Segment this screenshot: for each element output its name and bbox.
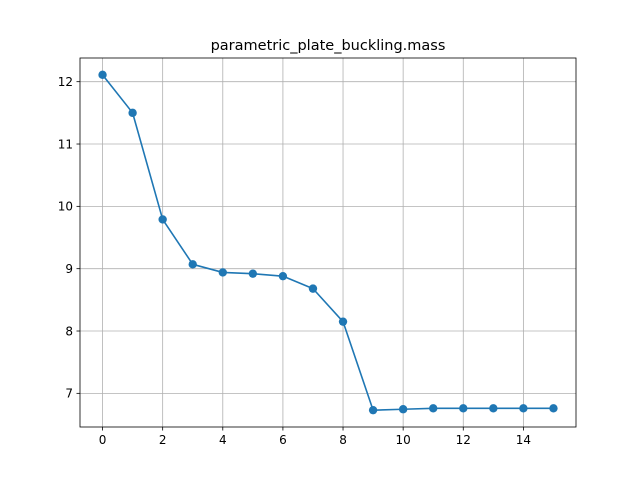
data-point — [158, 215, 167, 224]
chart-title: parametric_plate_buckling.mass — [211, 38, 446, 54]
y-tick-label: 10 — [58, 200, 73, 214]
y-tick-label: 9 — [65, 262, 73, 276]
x-tick-label: 14 — [516, 433, 531, 447]
x-tick-label: 12 — [456, 433, 471, 447]
data-point — [489, 404, 498, 413]
data-point — [338, 317, 348, 326]
data-point — [308, 284, 318, 293]
series-layer — [98, 70, 558, 415]
data-point — [398, 405, 408, 414]
data-point — [188, 260, 197, 269]
data-point — [459, 404, 468, 413]
data-point — [519, 404, 528, 413]
data-point — [549, 404, 558, 413]
grid-lines — [80, 58, 576, 427]
x-tick-label: 10 — [396, 433, 411, 447]
plot-frame — [79, 57, 577, 428]
axis-ticks: 0 2 4 6 8 10 12 14 7 8 9 10 11 12 — [58, 75, 531, 447]
data-point — [278, 271, 288, 281]
y-tick-label: 11 — [58, 137, 73, 151]
x-tick-label: 0 — [99, 433, 107, 447]
x-tick-label: 6 — [279, 433, 287, 447]
y-tick-label: 8 — [65, 324, 73, 338]
data-point — [98, 70, 107, 80]
y-tick-label: 12 — [58, 75, 73, 89]
x-tick-label: 2 — [159, 433, 167, 447]
data-point — [248, 269, 258, 278]
data-point — [218, 268, 227, 277]
data-point — [368, 405, 378, 415]
data-point — [429, 404, 438, 413]
y-tick-label: 7 — [65, 387, 73, 401]
series-line — [101, 74, 554, 411]
x-tick-label: 4 — [219, 433, 227, 447]
x-tick-label: 8 — [339, 433, 347, 447]
data-point — [128, 108, 137, 118]
